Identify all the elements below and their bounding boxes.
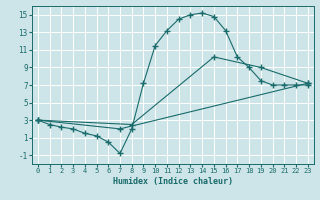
X-axis label: Humidex (Indice chaleur): Humidex (Indice chaleur) [113, 177, 233, 186]
